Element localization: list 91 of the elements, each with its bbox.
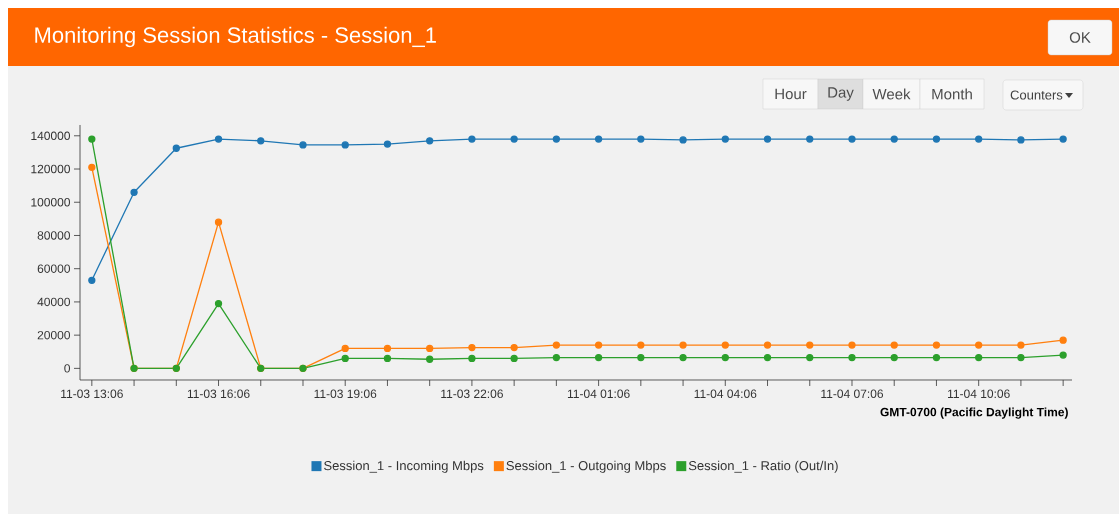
y-tick-label: 80000	[37, 231, 71, 240]
point	[214, 135, 223, 143]
point	[721, 341, 729, 349]
point	[890, 353, 898, 362]
point	[214, 299, 223, 308]
point	[383, 344, 392, 353]
legend-label: Session_1 - Outgoing Mbps	[506, 460, 666, 473]
point	[468, 135, 476, 143]
x-tick-label: 11-03 16:06	[187, 389, 250, 399]
point	[806, 353, 814, 362]
y-tick-label: 120000	[31, 164, 71, 174]
point	[1017, 353, 1025, 362]
point	[1017, 136, 1025, 144]
point	[848, 353, 856, 362]
point	[552, 135, 561, 143]
y-tick-label: 40000	[37, 297, 71, 307]
point	[763, 135, 772, 143]
point	[594, 353, 603, 362]
point	[341, 354, 349, 363]
point	[130, 188, 138, 196]
y-tick-label: 60000	[37, 264, 71, 273]
x-tick-label: 11-04 04:06	[694, 389, 757, 399]
point	[88, 163, 96, 172]
point	[552, 341, 561, 349]
point	[1017, 341, 1025, 349]
x-tick-label: 11-03 19:06	[314, 389, 377, 399]
y-tick-label: 0	[64, 364, 71, 373]
point	[763, 353, 772, 362]
point	[932, 353, 941, 362]
point	[806, 341, 814, 349]
point	[510, 135, 518, 143]
point	[975, 341, 983, 349]
y-tick-label: 140000	[31, 131, 71, 141]
x-axis-title: GMT-0700 (Pacific Daylight Time)	[880, 407, 1068, 419]
x-tick-label: 11-04 10:06	[948, 389, 1010, 399]
point	[763, 341, 772, 349]
point	[383, 140, 392, 148]
point	[721, 135, 729, 143]
text: OK	[1069, 32, 1091, 43]
point	[594, 135, 603, 143]
x-tick-label: 11-04 01:06	[567, 389, 630, 399]
point	[679, 136, 687, 144]
legend-label: Session_1 - Ratio (Out/In)	[688, 460, 838, 473]
legend-label: Session_1 - Incoming Mbps	[324, 460, 484, 473]
point	[468, 343, 476, 352]
point	[510, 354, 518, 363]
point	[468, 354, 476, 363]
text: Day	[828, 87, 854, 101]
point	[637, 135, 645, 143]
point	[679, 341, 687, 349]
point	[1059, 135, 1067, 143]
point	[679, 353, 687, 362]
point	[341, 344, 349, 353]
point	[594, 341, 603, 349]
point	[932, 341, 941, 349]
point	[426, 344, 434, 353]
text: Month	[932, 88, 972, 100]
point	[932, 135, 941, 143]
point	[806, 135, 814, 143]
point	[975, 353, 983, 362]
point	[552, 353, 561, 362]
point	[257, 137, 265, 145]
chart-title: Monitoring Session Statistics - Session_1	[35, 26, 436, 48]
point	[890, 135, 898, 143]
point	[88, 276, 96, 284]
point	[637, 341, 645, 349]
point	[975, 135, 983, 143]
text: Hour	[775, 88, 807, 100]
y-tick-label: 100000	[31, 198, 71, 207]
point	[88, 135, 96, 143]
point	[299, 141, 307, 149]
text: Week	[872, 88, 911, 100]
point	[214, 218, 223, 226]
point	[426, 137, 434, 145]
point	[721, 353, 729, 362]
point	[848, 135, 856, 143]
point	[890, 341, 898, 349]
point	[383, 354, 392, 363]
text: Counters	[1010, 90, 1063, 100]
x-tick-label: 11-03 13:06	[61, 389, 123, 399]
y-tick-label: 20000	[37, 330, 71, 340]
x-tick-label: 11-04 07:06	[821, 389, 884, 399]
point	[1059, 351, 1067, 359]
point	[341, 141, 349, 149]
point	[426, 355, 434, 363]
point	[637, 353, 645, 362]
x-tick-label: 11-03 22:06	[441, 389, 503, 399]
point	[848, 341, 856, 349]
point	[510, 343, 518, 352]
point	[1059, 336, 1067, 344]
point	[172, 144, 180, 152]
